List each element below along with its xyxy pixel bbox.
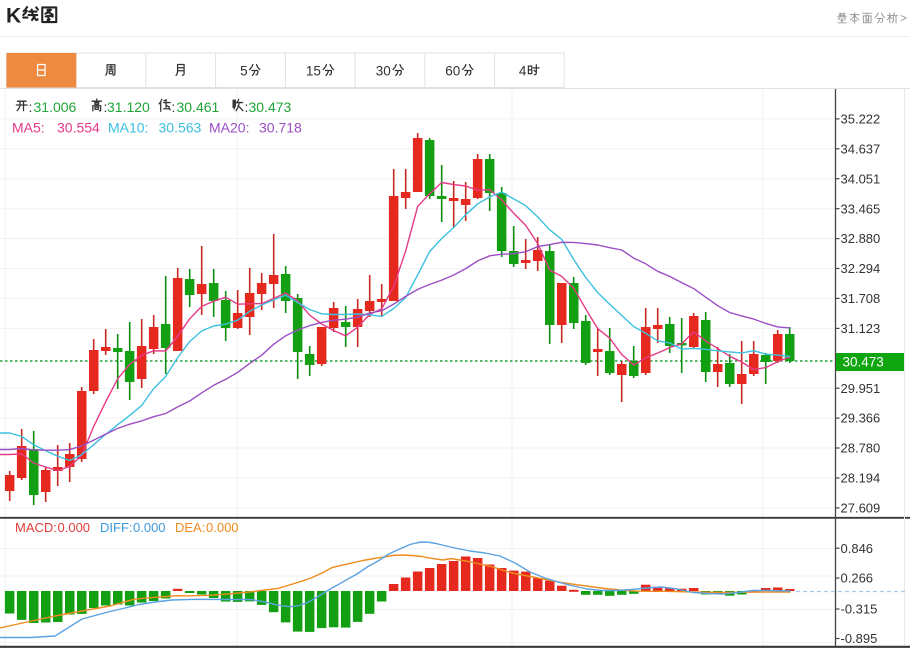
- svg-text:60: 60: [445, 64, 460, 79]
- svg-text:28.194: 28.194: [841, 471, 881, 486]
- svg-text:33.465: 33.465: [841, 201, 881, 216]
- svg-text:31.708: 31.708: [841, 291, 881, 306]
- svg-text:28.780: 28.780: [841, 441, 881, 456]
- svg-text:0.846: 0.846: [841, 541, 874, 556]
- svg-text:30.473: 30.473: [249, 99, 292, 115]
- svg-text:-0.315: -0.315: [841, 602, 878, 617]
- svg-text:31.120: 31.120: [107, 99, 150, 115]
- svg-text:4: 4: [519, 64, 527, 79]
- svg-text::: :: [172, 99, 176, 115]
- svg-text:0.000: 0.000: [58, 520, 91, 535]
- svg-text:MA20:: MA20:: [209, 120, 249, 136]
- svg-text:27.609: 27.609: [841, 501, 881, 516]
- svg-text:MA5:: MA5:: [12, 120, 45, 136]
- svg-text:32.294: 32.294: [841, 261, 881, 276]
- svg-text:30.461: 30.461: [177, 99, 220, 115]
- svg-text:K: K: [6, 5, 21, 28]
- svg-text:35.222: 35.222: [841, 112, 881, 127]
- svg-text:-0.895: -0.895: [841, 631, 878, 646]
- svg-text:5: 5: [240, 64, 248, 79]
- svg-text::: :: [29, 99, 33, 115]
- svg-text:34.051: 34.051: [841, 171, 881, 186]
- svg-text:0.266: 0.266: [841, 571, 874, 586]
- svg-text:32.880: 32.880: [841, 231, 881, 246]
- svg-text::: :: [245, 99, 249, 115]
- svg-text:29.366: 29.366: [841, 411, 881, 426]
- svg-text:MA10:: MA10:: [108, 120, 148, 136]
- svg-text::: :: [104, 99, 108, 115]
- svg-text:15: 15: [306, 64, 321, 79]
- svg-text:0.000: 0.000: [206, 520, 239, 535]
- svg-text:30.554: 30.554: [57, 120, 100, 136]
- svg-text:DIFF:: DIFF:: [100, 520, 133, 535]
- svg-text:30.563: 30.563: [159, 120, 202, 136]
- svg-text:30.473: 30.473: [843, 355, 884, 370]
- svg-text:34.637: 34.637: [841, 141, 881, 156]
- svg-text:0.000: 0.000: [133, 520, 166, 535]
- svg-text:30.718: 30.718: [259, 120, 302, 136]
- svg-text:30: 30: [376, 64, 391, 79]
- svg-text:29.951: 29.951: [841, 381, 881, 396]
- svg-text:MACD:: MACD:: [15, 520, 57, 535]
- svg-text:31.006: 31.006: [34, 99, 77, 115]
- svg-text:31.123: 31.123: [841, 321, 881, 336]
- svg-text:>: >: [900, 11, 907, 25]
- svg-text:DEA:: DEA:: [175, 520, 205, 535]
